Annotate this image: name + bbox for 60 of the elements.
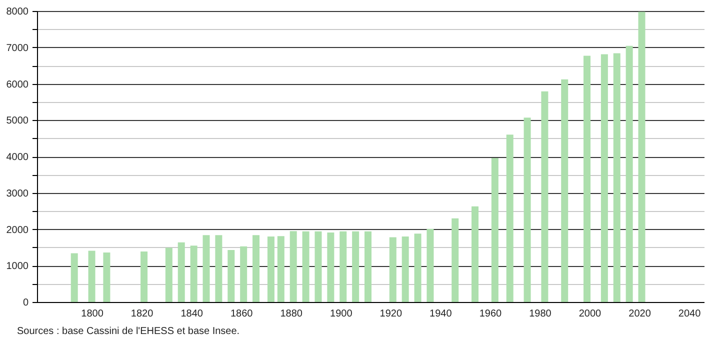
bar: [340, 231, 347, 302]
bar: [290, 231, 297, 302]
bar: [472, 206, 479, 302]
x-tick-label: 2000: [578, 308, 602, 320]
y-tick-label: 2000: [6, 224, 29, 236]
bar: [426, 228, 434, 302]
x-tick-label: 1940: [430, 308, 452, 320]
bar: [302, 231, 310, 302]
bar: [491, 158, 498, 302]
bar: [215, 235, 222, 302]
y-tick-label: 3000: [6, 188, 29, 200]
y-tick-label: 0: [22, 298, 29, 308]
bar: [190, 246, 198, 302]
bar: [561, 79, 568, 302]
bar: [584, 56, 591, 302]
bar: [88, 250, 96, 302]
bar: [626, 46, 633, 302]
y-tick-label: 5000: [6, 116, 29, 127]
bar: [600, 54, 608, 302]
bar: [252, 235, 260, 302]
bar: [267, 236, 274, 302]
bar: [524, 118, 531, 302]
y-tick-label: 4000: [6, 152, 29, 163]
bar: [364, 231, 372, 302]
bar: [638, 12, 646, 302]
y-tick-label: 1000: [6, 261, 29, 272]
bar: [506, 134, 514, 302]
y-tick-label: 7000: [6, 42, 29, 54]
bar: [352, 231, 360, 302]
x-tick-label: 2040: [678, 308, 702, 320]
x-tick-label: 1900: [330, 308, 353, 320]
x-tick-label: 1880: [280, 308, 303, 320]
bar: [389, 237, 396, 302]
bar: [277, 236, 284, 302]
x-tick-label: 1960: [479, 308, 502, 320]
bar: [541, 91, 548, 302]
x-tick-label: 1860: [230, 308, 254, 320]
x-tick-label: 1800: [81, 308, 104, 320]
y-tick-label: 8000: [6, 6, 29, 18]
bar: [613, 53, 620, 302]
bar: [103, 252, 110, 302]
x-tick-label: 1980: [529, 308, 552, 320]
bar: [240, 246, 248, 302]
bar: [402, 236, 409, 302]
source-note: Sources : base Cassini de l'EHESS et base Insee.: [17, 326, 240, 337]
bar: [202, 235, 210, 302]
x-tick-label: 1840: [180, 308, 204, 320]
bar: [165, 248, 172, 302]
y-tick-label: 6000: [6, 79, 29, 90]
bar: [228, 250, 235, 302]
bar: [314, 231, 322, 302]
bar: [178, 242, 185, 302]
bar: [327, 232, 334, 302]
x-tick-label: 1920: [380, 308, 402, 320]
x-tick-label: 2020: [628, 308, 652, 320]
bar: [140, 251, 148, 302]
x-tick-label: 1820: [130, 308, 154, 320]
bar: [452, 218, 459, 302]
bar: [414, 234, 422, 302]
bar: [70, 253, 78, 302]
